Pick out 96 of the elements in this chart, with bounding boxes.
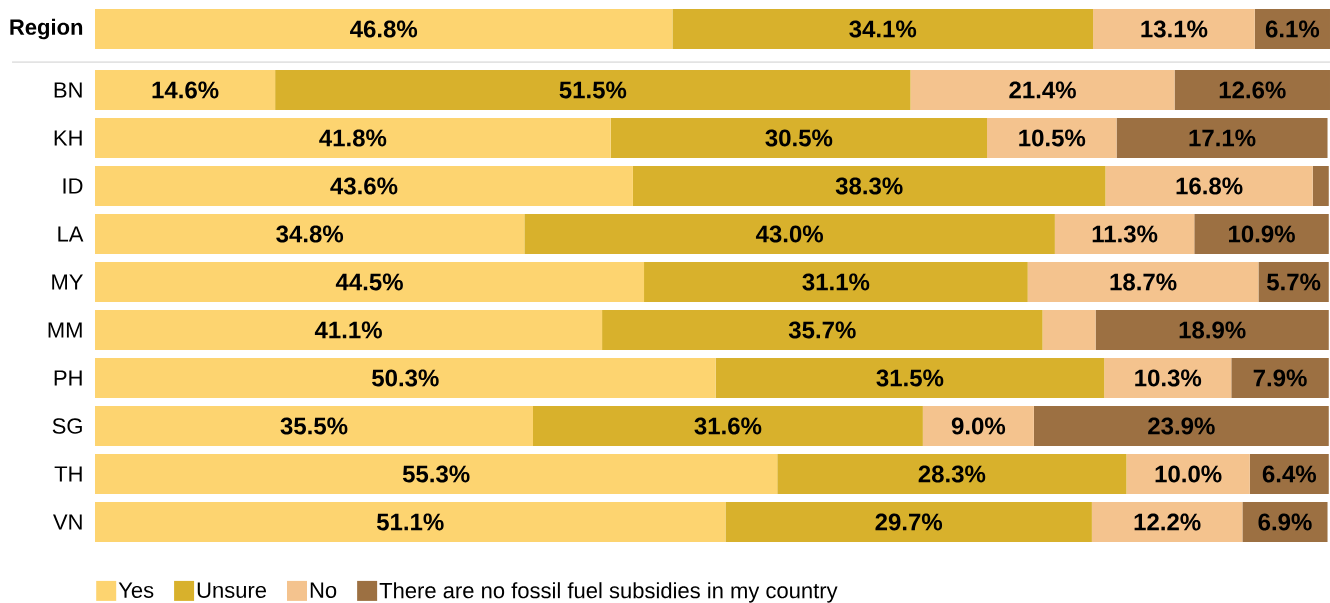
bar: [1027, 262, 1259, 302]
data-label: 31.5%: [876, 369, 944, 387]
data-label: 23.9%: [1148, 417, 1215, 435]
data-label: 43.0%: [755, 225, 823, 243]
bar: [1104, 358, 1232, 398]
bar: [95, 454, 778, 494]
bar: [1054, 214, 1195, 254]
bar: [95, 166, 633, 206]
bar: [1091, 502, 1243, 542]
data-label: 21.4%: [1009, 81, 1076, 99]
data-label: 50.3%: [372, 369, 439, 387]
data-label: 35.7%: [788, 321, 856, 339]
bar: [1231, 358, 1329, 398]
data-label: 12.6%: [1219, 81, 1286, 99]
y-tick-label: ID: [63, 178, 83, 194]
data-label: 44.5%: [335, 273, 403, 291]
data-label: 41.8%: [319, 129, 387, 147]
bar: [1242, 502, 1328, 542]
bar: [95, 214, 525, 254]
data-label: 10.5%: [1019, 129, 1086, 147]
data-label: 31.6%: [694, 417, 762, 435]
data-label: 31.1%: [802, 273, 870, 291]
bar: [524, 214, 1055, 254]
data-label: 12.2%: [1134, 513, 1201, 531]
data-label: 5.7%: [1266, 273, 1321, 291]
data-label: 30.5%: [765, 129, 833, 147]
data-label: 51.5%: [559, 81, 627, 99]
legend-label: Unsure: [197, 582, 267, 598]
bar: [610, 118, 988, 158]
data-label: 51.1%: [376, 513, 444, 531]
legend-label: There are no fossil fuel subsidies in my country: [379, 582, 838, 603]
bar: [1095, 310, 1329, 350]
data-label: 6.4%: [1262, 465, 1316, 483]
bar: [1033, 406, 1329, 446]
y-tick-label: MY: [52, 274, 83, 290]
bar: [1258, 262, 1329, 302]
data-label: 34.8%: [276, 225, 344, 243]
y-tick-label: MM: [48, 322, 82, 338]
bar: [95, 502, 726, 542]
data-label: 38.3%: [835, 177, 903, 195]
bar: [532, 406, 923, 446]
data-label: 7.9%: [1253, 369, 1307, 387]
data-label: 6.1%: [1265, 20, 1320, 38]
data-label: 13.1%: [1141, 20, 1208, 38]
bar: [922, 406, 1034, 446]
bar: [987, 118, 1117, 158]
data-label: 28.3%: [918, 465, 986, 483]
bar: [275, 70, 911, 110]
bar: [95, 406, 533, 446]
bar: [1105, 166, 1313, 206]
data-label: 46.8%: [350, 20, 418, 38]
bar: [777, 454, 1127, 494]
data-label: 43.6%: [330, 177, 398, 195]
y-tick-label: SG: [52, 418, 82, 434]
y-tick-label: TH: [54, 466, 82, 482]
bar: [1312, 166, 1329, 206]
legend-label: No: [310, 582, 337, 598]
bar: [1194, 214, 1329, 254]
data-label: 10.3%: [1135, 369, 1202, 387]
bar: [95, 310, 603, 350]
data-label: 16.8%: [1176, 177, 1243, 195]
bar: [1116, 118, 1328, 158]
bar: [1042, 310, 1096, 350]
bar: [602, 310, 1043, 350]
data-label: 6.9%: [1258, 513, 1312, 531]
y-tick-label: BN: [54, 82, 82, 98]
bar: [95, 118, 611, 158]
bar: [95, 262, 645, 302]
data-label: 18.9%: [1179, 321, 1246, 339]
bar: [95, 358, 716, 398]
data-label: 18.7%: [1110, 273, 1177, 291]
bar: [715, 358, 1105, 398]
legend-label: Yes: [118, 582, 154, 598]
y-tick-label: VN: [53, 514, 82, 530]
bar: [1174, 70, 1330, 110]
data-label: 9.0%: [951, 417, 1006, 435]
bar: [910, 70, 1175, 110]
y-tick-label: KH: [54, 130, 82, 146]
bar: [95, 70, 276, 110]
data-label: 17.1%: [1189, 129, 1256, 147]
y-tick-label: Region: [10, 18, 83, 40]
bar: [1126, 454, 1250, 494]
data-label: 34.1%: [849, 20, 917, 38]
bar: [644, 262, 1028, 302]
data-label: 35.5%: [280, 417, 348, 435]
y-tick-label: PH: [54, 370, 82, 386]
data-label: 14.6%: [152, 81, 219, 99]
data-label: 10.9%: [1229, 225, 1295, 243]
data-label: 29.7%: [875, 513, 943, 531]
bar: [632, 166, 1106, 206]
y-tick-label: LA: [58, 226, 84, 242]
bar: [725, 502, 1092, 542]
data-label: 10.0%: [1155, 465, 1222, 483]
data-label: 41.1%: [314, 321, 382, 339]
data-label: 55.3%: [402, 465, 470, 483]
data-label: 11.3%: [1092, 225, 1158, 243]
